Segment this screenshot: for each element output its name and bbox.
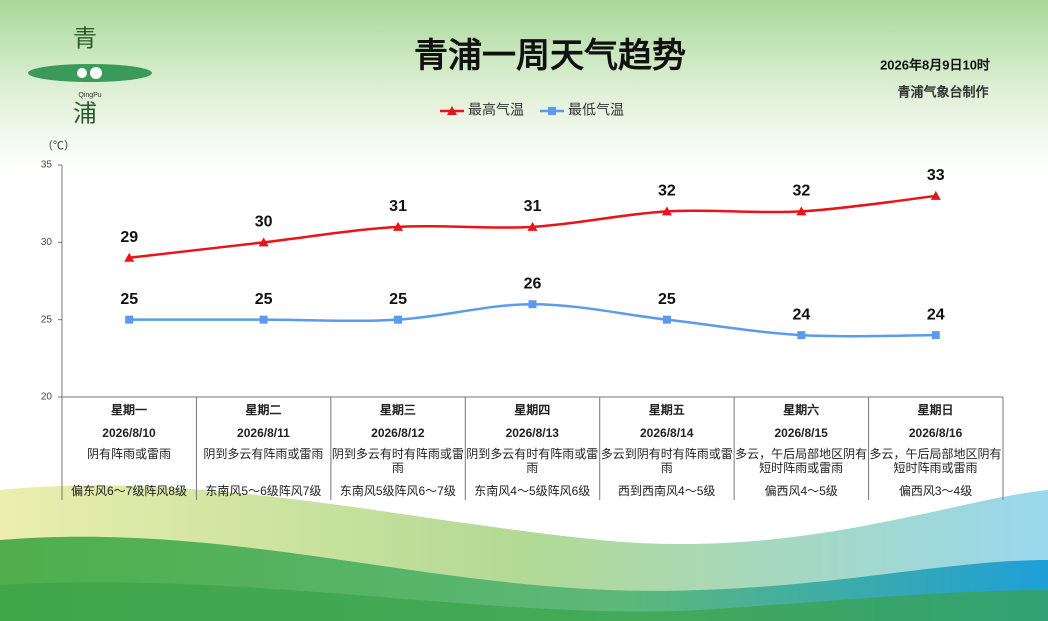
marker <box>662 315 671 324</box>
marker <box>930 190 941 200</box>
y-tick-label: 35 <box>41 160 53 171</box>
x-tick-label: 星期三 <box>379 403 416 417</box>
logo-text: 青 <box>73 25 97 52</box>
x-tick-label: 星期日 <box>917 403 954 417</box>
date: 2026/8/16 <box>908 426 963 440</box>
data-label: 25 <box>658 291 676 308</box>
weather: 多云，午后局部地区阴有短时阵雨或雷雨 <box>735 447 868 475</box>
logo-text: 浦 <box>73 100 97 127</box>
logo-shape <box>77 68 87 78</box>
date: 2026/8/15 <box>774 426 828 440</box>
wind: 东南风5～6级阵风7级 <box>205 484 322 498</box>
wave <box>0 582 1048 621</box>
weather: 多云到阴有时有阵雨或雷雨 <box>600 447 733 475</box>
data-label: 29 <box>120 229 138 246</box>
data-label: 31 <box>524 198 542 215</box>
marker <box>125 315 134 324</box>
marker <box>797 331 806 340</box>
marker <box>528 300 537 309</box>
data-label: 32 <box>658 183 676 200</box>
series-line <box>129 302 936 338</box>
y-tick-label: 25 <box>41 314 53 325</box>
marker <box>661 206 672 216</box>
date: 2026/8/14 <box>640 426 694 440</box>
marker <box>259 315 268 324</box>
wind: 偏西风3～4级 <box>898 484 973 498</box>
wind: 东南风5级阵风6～7级 <box>339 484 456 498</box>
weather: 阴到多云有阵雨或雷雨 <box>203 447 324 461</box>
marker <box>931 331 940 340</box>
issue-time: 2026年8月9日10时 <box>880 57 990 72</box>
date: 2026/8/13 <box>505 426 559 440</box>
marker <box>796 206 807 216</box>
marker <box>124 252 135 262</box>
chart-title: 青浦一周天气趋势 <box>414 37 686 75</box>
marker <box>394 315 403 324</box>
x-tick-label: 星期一 <box>110 403 147 417</box>
data-label: 30 <box>255 214 273 231</box>
data-label: 31 <box>389 198 407 215</box>
marker <box>527 221 538 231</box>
legend-marker <box>447 106 457 115</box>
wind: 西到西南风4～5级 <box>618 484 716 498</box>
data-label: 24 <box>792 306 810 323</box>
data-label: 26 <box>524 275 542 292</box>
date: 2026/8/11 <box>237 426 290 440</box>
data-label: 25 <box>389 291 407 308</box>
data-label: 24 <box>927 306 945 323</box>
marker <box>258 237 269 247</box>
y-axis-label: （℃） <box>42 139 75 152</box>
weather: 阴有阵雨或雷雨 <box>86 447 171 461</box>
x-tick-label: 星期五 <box>648 403 685 417</box>
date: 2026/8/10 <box>102 426 156 440</box>
credit: 青浦气象台制作 <box>897 84 988 99</box>
legend-label: 最高气温 <box>468 102 524 118</box>
weather: 多云，午后局部地区阴有短时阵雨或雷雨 <box>869 447 1002 475</box>
logo-shape <box>90 67 102 79</box>
legend-label: 最低气温 <box>568 102 624 118</box>
x-tick-label: 星期六 <box>783 403 820 417</box>
y-tick-label: 30 <box>41 237 53 248</box>
wind: 东南风4～5级阵风6级 <box>474 484 591 498</box>
marker <box>393 221 404 231</box>
data-label: 25 <box>255 291 273 308</box>
data-label: 32 <box>792 183 810 200</box>
wind: 偏西风4～5级 <box>764 484 838 498</box>
date: 2026/8/12 <box>371 426 425 440</box>
weather: 阴到多云有时有阵雨或雷雨 <box>331 447 464 475</box>
weather: 阴到多云有时有阵雨或雷雨 <box>466 447 599 475</box>
logo-text: QingPu <box>78 92 101 99</box>
data-label: 25 <box>120 291 138 308</box>
y-tick-label: 20 <box>41 392 53 403</box>
data-label: 33 <box>927 167 945 184</box>
legend-marker <box>548 107 556 115</box>
x-tick-label: 星期四 <box>514 403 551 417</box>
x-tick-label: 星期二 <box>245 403 282 417</box>
wind: 偏东风6～7级阵风8级 <box>70 484 188 498</box>
